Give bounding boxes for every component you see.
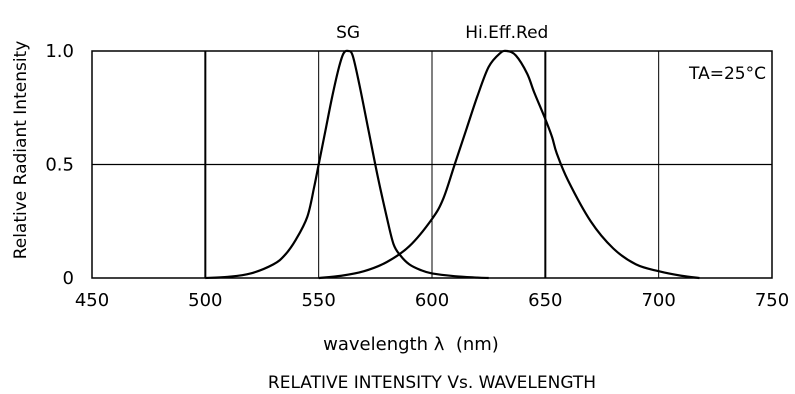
y-axis-label: Relative Radiant Intensity: [11, 41, 31, 260]
series-curves: [205, 49, 700, 280]
y-tick-label: 0: [63, 268, 74, 289]
chart-title: RELATIVE INTENSITY Vs. WAVELENGTH: [268, 373, 596, 393]
plot-frame: [91, 50, 773, 279]
x-axis-label: wavelength λ (nm): [323, 334, 499, 355]
x-tick-label: 500: [188, 290, 222, 311]
tick-labels: 450 500 550 600 650 700 750 0 0.5 1.0: [45, 41, 789, 311]
series-label-hi-eff-red: Hi.Eff.Red: [465, 23, 548, 43]
x-tick-label: 750: [755, 290, 789, 311]
series-line-sg: [205, 49, 489, 280]
x-tick-label: 650: [528, 290, 562, 311]
x-tick-label: 450: [75, 290, 109, 311]
x-tick-label: 700: [641, 290, 675, 311]
series-label-sg: SG: [336, 23, 360, 43]
series-line-hi-eff-red: [318, 49, 700, 280]
grid: [92, 51, 772, 278]
x-tick-label: 600: [415, 290, 449, 311]
series-labels: SG Hi.Eff.Red: [336, 23, 548, 43]
y-tick-label: 0.5: [45, 155, 74, 176]
y-tick-label: 1.0: [45, 41, 74, 62]
x-tick-label: 550: [301, 290, 335, 311]
annotation-temperature: TA=25°C: [688, 64, 766, 84]
